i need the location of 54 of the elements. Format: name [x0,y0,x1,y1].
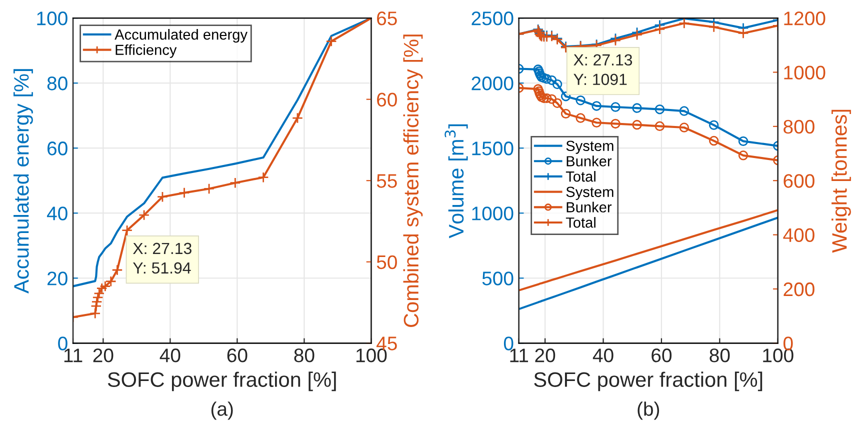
x-tick-label: 40 [160,348,180,362]
x-tick-label: 80 [294,348,314,362]
y-tick-label: 1500 [472,142,514,156]
y-tick-label: 60 [48,142,68,156]
y-axis-title: Accumulated energy [%] [14,69,33,294]
x-tick-label: 40 [592,348,614,362]
y-tick-label: 0 [58,336,68,350]
y-tick-label: 500 [482,272,514,286]
y2-tick-label: 0 [783,336,793,350]
y2-tick-label: 65 [377,12,397,26]
y2-tick-label: 400 [783,228,814,242]
y-tick-label: 80 [47,76,68,90]
legend-label: Total [566,171,596,182]
x-tick-label: 100 [763,348,794,362]
text: (a) [211,402,233,420]
y-tick-label: 40 [46,206,68,220]
x-tick-label: 60 [227,348,248,362]
x-tick-label: 100 [356,348,387,362]
x-tick-label: 60 [652,348,672,362]
y2-axis-title: Combined system efficiency [%] [403,34,423,327]
legend-label: Bunker [566,202,612,212]
x-tick-label: 80 [710,348,730,362]
legend-label: Total [566,217,596,228]
x-tick-label: 20 [93,348,114,362]
y2-tick-label: 1000 [784,66,826,80]
y-tick-label: 2500 [472,12,514,26]
text: (b) [638,402,660,420]
y-tick-label: 0 [504,336,514,350]
x-tick-label: 11 [64,348,82,362]
y2-tick-label: 800 [784,120,814,134]
x-tick-label: 11 [510,348,528,362]
x-tick-label: 20 [535,348,556,362]
y2-tick-label: 50 [376,255,397,270]
y-tick-label: 20 [48,272,68,286]
x-axis-title: SOFC power fraction [%] [534,372,762,392]
y2-axis-title: Weight [tonnes] [832,110,851,253]
y2-tick-label: 60 [377,92,397,107]
y2-tick-label: 1200 [784,12,826,26]
y2-tick-label: 45 [376,336,397,350]
legend-label: Efficiency [116,44,177,58]
x-axis-title: SOFC power fraction [%] [108,372,336,392]
y-tick-label: 1000 [472,206,514,220]
annotation: X: 27.13 Y: 1091 [574,54,632,86]
y2-tick-label: 55 [376,174,397,188]
y-tick-label: 100 [37,12,68,26]
y-tick-label: 2000 [472,76,514,90]
y2-tick-label: 600 [784,174,814,188]
annotation: X: 27.13 Y: 51.94 [133,242,192,274]
legend-label: Bunker [566,156,612,166]
legend-label: Accumulated energy [114,28,248,43]
legend-label: System [566,140,614,154]
y2-tick-label: 200 [784,282,814,296]
legend-label: System [566,186,614,200]
y-axis-title: Volume [m$^{3}$] [444,124,468,238]
